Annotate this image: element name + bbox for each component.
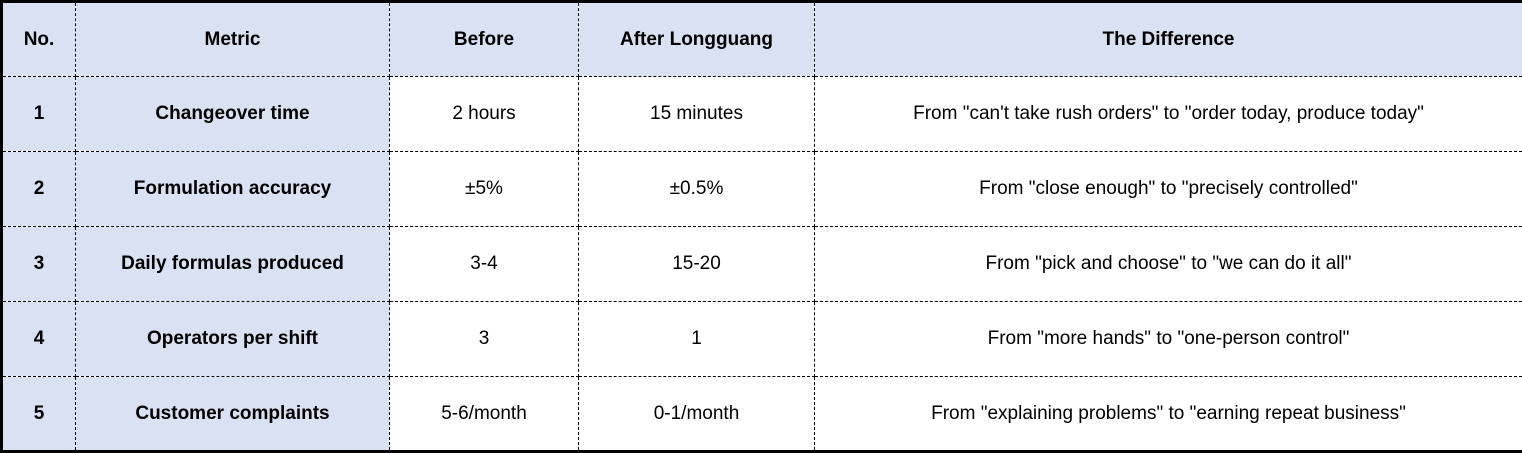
col-header-after: After Longguang (579, 2, 815, 77)
cell-difference: From "more hands" to "one-person control… (815, 302, 1522, 377)
cell-no: 1 (2, 77, 76, 152)
cell-after: 0-1/month (579, 377, 815, 452)
cell-before: 3 (390, 302, 579, 377)
cell-no: 5 (2, 377, 76, 452)
cell-difference: From "pick and choose" to "we can do it … (815, 227, 1522, 302)
table-row: 2 Formulation accuracy ±5% ±0.5% From "c… (2, 152, 1522, 227)
cell-metric: Changeover time (76, 77, 390, 152)
cell-before: ±5% (390, 152, 579, 227)
col-header-before: Before (390, 2, 579, 77)
cell-metric: Formulation accuracy (76, 152, 390, 227)
table-row: 1 Changeover time 2 hours 15 minutes Fro… (2, 77, 1522, 152)
cell-before: 3-4 (390, 227, 579, 302)
cell-no: 3 (2, 227, 76, 302)
cell-difference: From "close enough" to "precisely contro… (815, 152, 1522, 227)
header-row: No. Metric Before After Longguang The Di… (2, 2, 1522, 77)
cell-after: ±0.5% (579, 152, 815, 227)
col-header-difference: The Difference (815, 2, 1522, 77)
cell-after: 1 (579, 302, 815, 377)
cell-metric: Daily formulas produced (76, 227, 390, 302)
table-row: 3 Daily formulas produced 3-4 15-20 From… (2, 227, 1522, 302)
cell-before: 2 hours (390, 77, 579, 152)
table-row: 5 Customer complaints 5-6/month 0-1/mont… (2, 377, 1522, 452)
cell-difference: From "can't take rush orders" to "order … (815, 77, 1522, 152)
cell-no: 4 (2, 302, 76, 377)
table-row: 4 Operators per shift 3 1 From "more han… (2, 302, 1522, 377)
cell-after: 15-20 (579, 227, 815, 302)
cell-after: 15 minutes (579, 77, 815, 152)
col-header-metric: Metric (76, 2, 390, 77)
cell-before: 5-6/month (390, 377, 579, 452)
cell-no: 2 (2, 152, 76, 227)
col-header-no: No. (2, 2, 76, 77)
cell-difference: From "explaining problems" to "earning r… (815, 377, 1522, 452)
cell-metric: Operators per shift (76, 302, 390, 377)
cell-metric: Customer complaints (76, 377, 390, 452)
